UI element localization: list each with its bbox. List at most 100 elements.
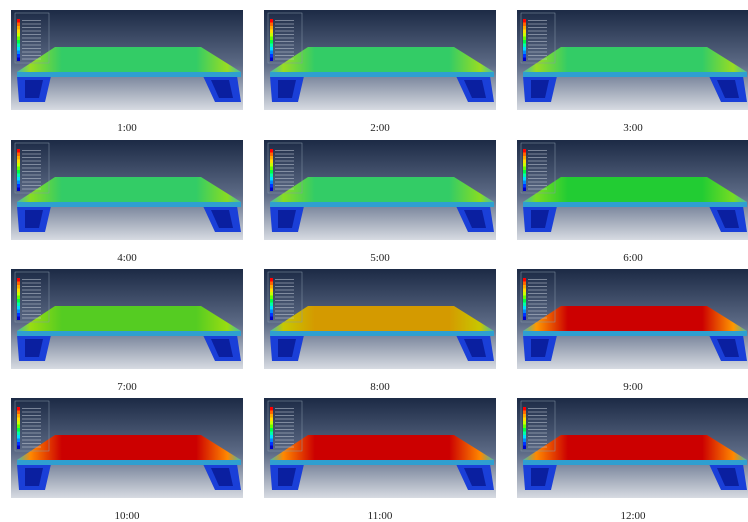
legend-swatch [270, 421, 273, 425]
legend-swatch [17, 303, 20, 307]
legend-swatch [270, 303, 273, 307]
legend-swatch [523, 289, 526, 293]
caption: 9:00 [517, 381, 748, 393]
legend-swatch [523, 414, 526, 418]
legend-swatch [523, 26, 526, 30]
legend-swatch [17, 442, 20, 446]
legend-swatch [17, 51, 20, 55]
legend-swatch [17, 181, 20, 185]
legend-swatch [17, 414, 20, 418]
legend-swatch [270, 439, 273, 443]
caption: 11:00 [264, 510, 496, 522]
legend-swatch [17, 428, 20, 432]
panel: 5:00 [264, 140, 496, 264]
legend-swatch [17, 306, 20, 310]
legend-swatch [523, 411, 526, 415]
legend-swatch [523, 19, 526, 23]
panel: 2:00 [264, 10, 496, 134]
contour-image [11, 10, 243, 110]
legend-swatch [523, 23, 526, 27]
legend-swatch [270, 51, 273, 55]
legend-swatch [523, 153, 526, 157]
panel: 4:00 [11, 140, 243, 264]
panel: 12:00 [517, 398, 748, 522]
legend-swatch [523, 58, 526, 62]
legend-swatch [270, 296, 273, 300]
legend-swatch [17, 30, 20, 34]
legend-swatch [523, 432, 526, 436]
contour-image [517, 10, 748, 110]
legend-swatch [270, 188, 273, 192]
legend-swatch [270, 425, 273, 429]
caption: 6:00 [517, 252, 748, 264]
legend-swatch [17, 432, 20, 436]
legend-swatch [523, 163, 526, 167]
legend-swatch [523, 170, 526, 174]
legend-swatch [17, 26, 20, 30]
legend-swatch [17, 292, 20, 296]
legend-swatch [17, 149, 20, 153]
legend-swatch [523, 167, 526, 171]
deck-edge [523, 460, 747, 465]
legend-swatch [523, 439, 526, 443]
legend-swatch [17, 285, 20, 289]
legend-swatch [523, 446, 526, 450]
legend-swatch [523, 425, 526, 429]
legend-swatch [523, 313, 526, 317]
legend-swatch [17, 163, 20, 167]
caption: 12:00 [517, 510, 748, 522]
legend-swatch [523, 30, 526, 34]
legend-swatch [523, 37, 526, 41]
legend-swatch [270, 153, 273, 157]
legend-swatch [523, 435, 526, 439]
deck-edge [17, 202, 241, 207]
panel: 11:00 [264, 398, 496, 522]
legend-swatch [17, 407, 20, 411]
legend-swatch [17, 177, 20, 181]
legend-swatch [17, 439, 20, 443]
legend-swatch [523, 421, 526, 425]
panel: 9:00 [517, 269, 748, 393]
legend-swatch [270, 299, 273, 303]
legend-swatch [270, 418, 273, 422]
legend-swatch [523, 44, 526, 48]
legend-swatch [270, 289, 273, 293]
legend-swatch [270, 160, 273, 164]
legend-swatch [17, 54, 20, 58]
legend-swatch [17, 289, 20, 293]
legend-swatch [17, 37, 20, 41]
panel: 7:00 [11, 269, 243, 393]
legend-swatch [17, 418, 20, 422]
legend-swatch [523, 47, 526, 51]
legend-swatch [17, 296, 20, 300]
panel: 3:00 [517, 10, 748, 134]
deck-edge [17, 331, 241, 336]
legend-swatch [17, 435, 20, 439]
contour-image [517, 269, 748, 369]
legend-swatch [523, 188, 526, 192]
legend-swatch [17, 23, 20, 27]
deck-edge [17, 460, 241, 465]
legend-swatch [270, 26, 273, 30]
deck-edge [270, 460, 494, 465]
contour-image [264, 269, 496, 369]
contour-image [11, 140, 243, 240]
legend-swatch [270, 292, 273, 296]
legend-swatch [270, 54, 273, 58]
legend-swatch [17, 188, 20, 192]
legend-swatch [17, 425, 20, 429]
legend-swatch [17, 19, 20, 23]
legend-swatch [523, 149, 526, 153]
legend-swatch [523, 174, 526, 178]
legend-swatch [17, 184, 20, 188]
legend-swatch [17, 313, 20, 317]
legend-swatch [523, 160, 526, 164]
legend-swatch [17, 411, 20, 415]
legend-swatch [17, 310, 20, 314]
legend-swatch [270, 167, 273, 171]
legend-swatch [270, 442, 273, 446]
figure: 1:002:003:004:005:006:007:008:009:0010:0… [0, 0, 748, 522]
caption: 2:00 [264, 122, 496, 134]
legend-swatch [270, 23, 273, 27]
legend-swatch [523, 296, 526, 300]
